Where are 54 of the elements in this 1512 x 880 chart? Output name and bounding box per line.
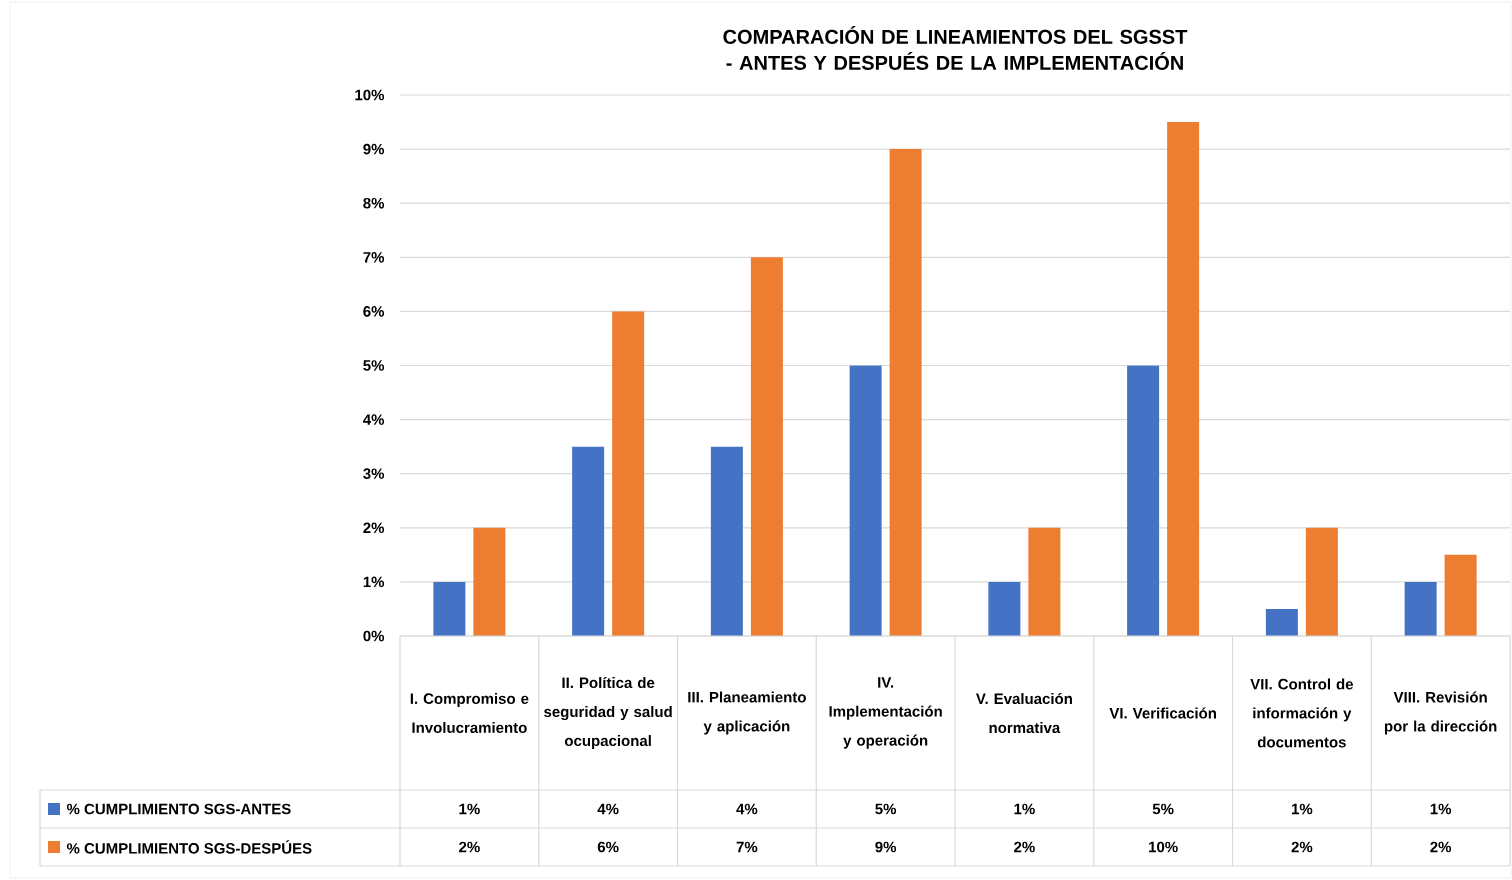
data-label: 9% xyxy=(875,841,897,853)
bar xyxy=(750,257,783,636)
legend-label: % CUMPLIMIENTO SGS-DESPÚES xyxy=(66,840,312,854)
y-tick-label: 7% xyxy=(363,252,385,263)
data-label: 2% xyxy=(1291,841,1313,853)
y-tick-label: 9% xyxy=(363,143,385,155)
data-label: 2% xyxy=(459,841,480,853)
x-tick-label: I. Compromiso e Involucramiento xyxy=(410,692,529,733)
y-tick-label: 0% xyxy=(363,630,385,642)
bar xyxy=(849,365,882,636)
data-label: 4% xyxy=(597,803,619,815)
x-tick-label: VIII. Revisión por la dirección xyxy=(1384,691,1497,735)
data-label: 5% xyxy=(1152,803,1174,815)
x-tick-label: V. Evaluación normativa xyxy=(975,692,1072,734)
data-label: 6% xyxy=(597,841,619,853)
data-label: 1% xyxy=(1430,803,1452,815)
x-tick-label: III. Planeamiento y aplicación xyxy=(688,691,806,735)
y-tick-label: 4% xyxy=(363,414,385,425)
y-tick-label: 2% xyxy=(363,522,385,534)
y-tick-label: 5% xyxy=(363,360,385,371)
y-tick-label: 8% xyxy=(363,197,385,209)
bar xyxy=(612,311,645,636)
bar xyxy=(473,527,506,636)
chart-title: COMPARACIÓN DE LINEAMIENTOS DEL SGSST - ANTES Y DESPUÉS DE LA IMPLEMENTACIÓN xyxy=(723,26,1188,70)
x-tick-label: VII. Control de información y documentos xyxy=(1250,678,1354,748)
bar xyxy=(1444,554,1477,636)
data-label: 10% xyxy=(1149,841,1178,853)
bar xyxy=(988,581,1021,636)
y-tick-label: 6% xyxy=(363,306,385,317)
data-label: 2% xyxy=(1014,841,1035,853)
data-label: 4% xyxy=(736,803,758,815)
y-tick-label: 1% xyxy=(363,576,385,588)
data-label: 5% xyxy=(875,803,897,815)
data-label: 7% xyxy=(736,841,758,853)
data-label: 1% xyxy=(1014,803,1035,815)
bar xyxy=(889,149,922,636)
bar xyxy=(710,446,743,636)
x-tick-label: II. Política de seguridad y salud ocupacional xyxy=(544,676,672,750)
category-label: IV. Implementación y operación xyxy=(829,677,942,749)
bar xyxy=(433,581,466,636)
y-tick-label: 10% xyxy=(355,89,385,101)
bar xyxy=(1265,608,1298,636)
y-tick-label: 3% xyxy=(363,468,385,480)
bar xyxy=(572,446,605,636)
bar xyxy=(1305,527,1338,636)
data-label: 1% xyxy=(1291,803,1313,815)
bar xyxy=(1167,122,1200,636)
bar xyxy=(1404,581,1437,636)
data-label: 1% xyxy=(459,803,480,815)
data-label: 2% xyxy=(1430,841,1452,853)
bar xyxy=(1028,527,1061,636)
bar xyxy=(1127,365,1160,636)
x-tick-label: VI. Verificación xyxy=(1109,707,1216,719)
legend-label: % CUMPLIMIENTO SGS-ANTES xyxy=(66,803,291,815)
